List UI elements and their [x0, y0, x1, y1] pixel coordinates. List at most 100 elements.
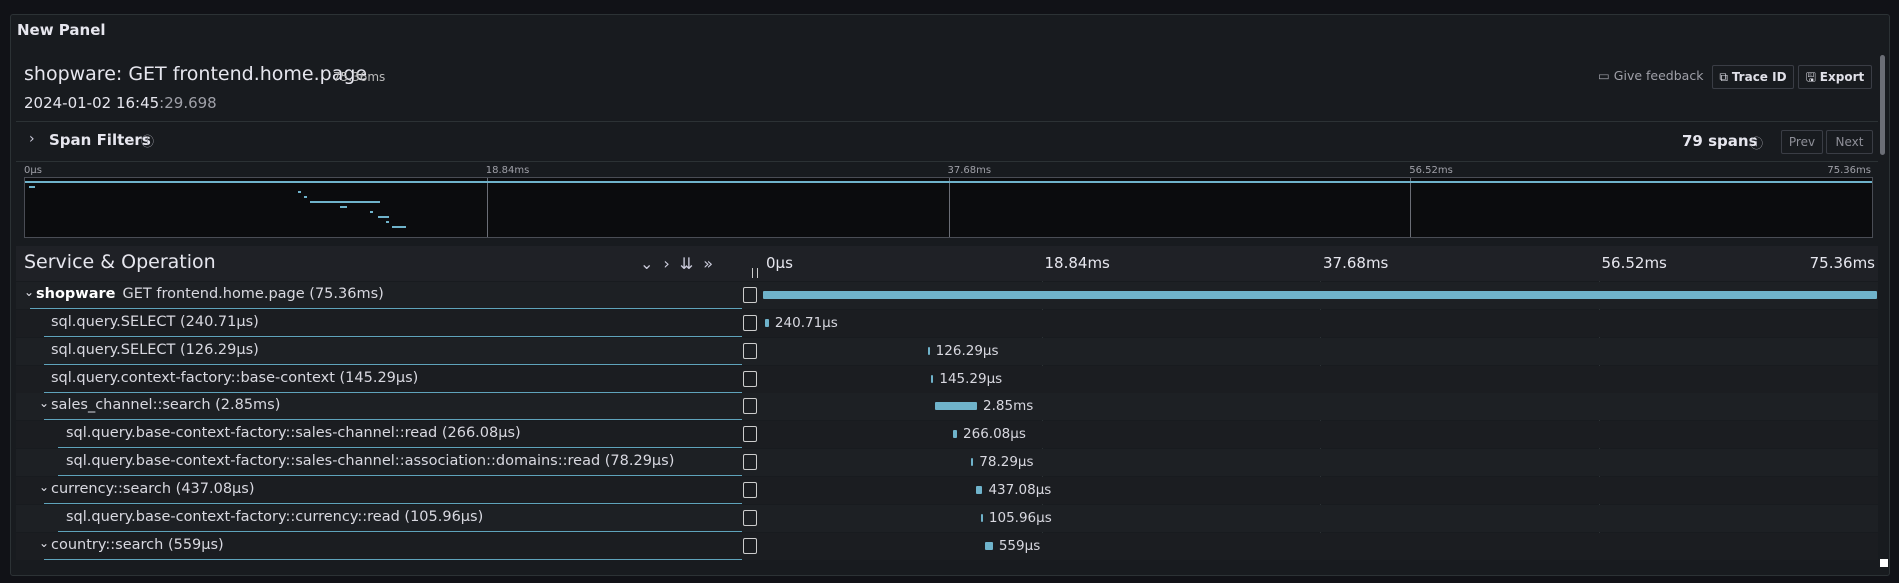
span-filters[interactable]: Span Filters — [49, 131, 151, 149]
duration-label: 105.96µs — [988, 509, 1052, 526]
minimap-tick-label: 18.84ms — [485, 165, 530, 176]
service-name[interactable]: shopware — [36, 286, 116, 302]
log-icon — [743, 481, 757, 498]
operation-name[interactable]: sql.query.base-context-factory::sales-ch… — [66, 453, 675, 470]
span-bar — [931, 374, 934, 383]
row-separator — [44, 363, 742, 365]
tick-label: 18.84ms — [1044, 254, 1110, 272]
tick-label: 37.68ms — [1323, 254, 1389, 272]
trace-duration: 75.36ms — [333, 70, 386, 84]
minimap — [24, 177, 1873, 238]
info-icon: ⓘ — [1750, 137, 1764, 152]
collapse-chevron: ⌄ — [39, 479, 50, 494]
collapse-controls[interactable]: ⌄›⇊» — [640, 254, 723, 273]
minimap-tick-label: 75.36ms — [1827, 165, 1871, 176]
panel-title: New Panel — [17, 21, 106, 39]
log-icon — [743, 287, 757, 303]
span-bar — [980, 513, 983, 522]
span-count: 79 spans — [1682, 132, 1758, 150]
log-icon — [743, 537, 757, 554]
row-separator — [58, 475, 742, 477]
span-row — [16, 309, 1878, 337]
log-icon — [743, 370, 757, 387]
resize-handle[interactable] — [1880, 559, 1888, 567]
span-row — [16, 421, 1878, 449]
minimap-tick-label: 37.68ms — [947, 165, 992, 176]
grid-line — [1320, 281, 1321, 560]
row-separator — [44, 502, 742, 504]
span-bar — [971, 458, 974, 467]
minimap-span — [370, 211, 374, 213]
minimap-span — [298, 191, 302, 193]
span-label[interactable]: sql.query.base-context-factory::sales-ch… — [66, 425, 521, 441]
span-label[interactable]: sql.query.base-context-factory::currency… — [66, 509, 483, 525]
row-separator — [44, 419, 742, 421]
operation-name[interactable]: sql.query.SELECT (240.71µs) — [51, 313, 259, 330]
operation-name[interactable]: sql.query.SELECT (126.29µs) — [51, 341, 259, 358]
log-icon — [743, 426, 757, 443]
span-label[interactable]: sql.query.base-context-factory::sales-ch… — [66, 453, 674, 469]
span-label[interactable]: sales_channel::search (2.85ms) — [51, 397, 280, 413]
span-label[interactable]: country::search (559µs) — [51, 537, 224, 553]
scrollbar[interactable] — [1880, 55, 1885, 155]
span-bar — [953, 430, 958, 439]
span-bar — [976, 485, 983, 494]
trace-name: shopware: GET frontend.home.page — [24, 63, 368, 85]
minimap-grid-line — [486, 178, 488, 237]
log-icon — [743, 398, 757, 415]
operation-name[interactable]: country::search (559µs) — [51, 536, 224, 553]
operation-name[interactable]: sales_channel::search (2.85ms) — [51, 397, 281, 414]
minimap-span — [303, 196, 308, 198]
operation-name[interactable]: sql.query.base-context-factory::currency… — [66, 508, 484, 525]
trace-id-text[interactable]: Trace ID — [1731, 70, 1787, 84]
span-bar — [984, 541, 993, 550]
duration-label: 437.08µs — [988, 481, 1052, 498]
duration-label: 126.29µs — [935, 342, 999, 359]
divider — [16, 121, 1878, 122]
operation-name[interactable]: sql.query.context-factory::base-context … — [51, 369, 419, 386]
give-feedback-text[interactable]: Give feedback — [1613, 68, 1704, 83]
duration-label: 240.71µs — [774, 314, 838, 331]
row-separator — [44, 335, 742, 337]
span-row — [16, 476, 1878, 504]
trace-time-suffix: :29.698 — [159, 94, 217, 112]
grid-line — [1041, 281, 1043, 560]
span-label[interactable]: sql.query.SELECT (126.29µs) — [51, 342, 259, 358]
operation-name[interactable]: GET frontend.home.page (75.36ms) — [122, 286, 384, 302]
span-bar — [934, 402, 978, 411]
prev-button[interactable]: Prev — [1781, 130, 1823, 154]
give-feedback[interactable]: ▭ Give feedback — [1598, 68, 1704, 83]
minimap-grid-line — [948, 178, 950, 237]
span-label[interactable]: currency::search (437.08µs) — [51, 481, 255, 497]
span-row — [16, 449, 1878, 477]
filters-chevron[interactable]: › — [29, 131, 35, 147]
span-row — [16, 532, 1878, 560]
tick-label: 0µs — [766, 254, 793, 272]
grid-line — [1598, 281, 1600, 560]
row-separator — [30, 308, 742, 309]
export-button[interactable]: 🖫 Export — [1798, 65, 1872, 89]
span-label[interactable]: shopware GET frontend.home.page (75.36ms) — [36, 286, 384, 302]
span-label[interactable]: sql.query.SELECT (240.71µs) — [51, 314, 259, 330]
minimap-span — [392, 226, 407, 228]
log-icon — [743, 509, 757, 526]
minimap-tick-label: 56.52ms — [1409, 165, 1453, 176]
span-row — [16, 337, 1878, 365]
row-separator — [58, 530, 742, 532]
info-icon: ⓘ — [141, 135, 155, 150]
operation-name[interactable]: sql.query.base-context-factory::sales-ch… — [66, 425, 521, 442]
log-icon — [743, 342, 757, 359]
next-button[interactable]: Next — [1826, 130, 1873, 154]
collapse-chevron: ⌄ — [39, 535, 50, 550]
tick-label: 75.36ms — [1809, 254, 1875, 272]
duration-label: 559µs — [998, 537, 1041, 554]
operation-name[interactable]: currency::search (437.08µs) — [51, 480, 255, 497]
minimap-grid-line — [1410, 178, 1412, 237]
tick-label: 56.52ms — [1601, 254, 1667, 272]
span-label[interactable]: sql.query.context-factory::base-context … — [51, 370, 418, 386]
row-separator — [44, 391, 742, 393]
collapse-chevron: ⌄ — [24, 285, 35, 299]
trace-id-button[interactable]: ⧉ Trace ID — [1712, 65, 1794, 89]
export-text[interactable]: Export — [1819, 70, 1865, 84]
span-bar — [927, 346, 930, 355]
